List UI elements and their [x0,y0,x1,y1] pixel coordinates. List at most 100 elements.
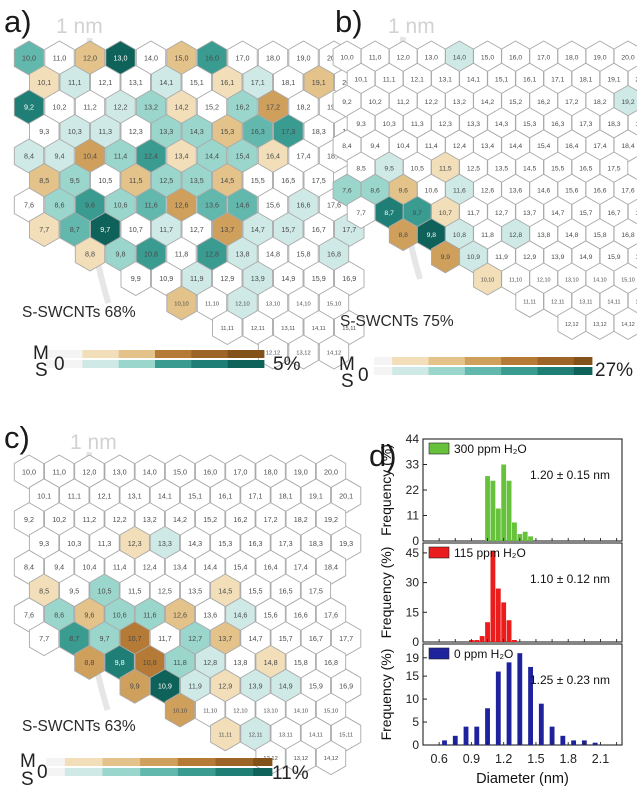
histogram-bar [522,531,528,541]
chirality-cell-label: 10,8 [144,250,158,259]
chirality-cell-label: 17,7 [342,225,356,234]
chirality-cell-label: 17,6 [327,201,341,210]
panel-a-legend-min: 0 [54,354,65,375]
chirality-cell-label: 11,6 [453,188,466,195]
chirality-cell-label: 17,4 [297,152,311,161]
legend-m-step [159,758,179,766]
chirality-cell-label: 16,7 [312,225,326,234]
chirality-cell-label: 13,1 [128,491,142,500]
legend-s-step [118,360,156,368]
chirality-cell-label: 15,7 [279,634,293,643]
legend-m-step [483,357,502,365]
chirality-cell-label: 8,8 [398,232,408,239]
legend-m-step [102,758,122,766]
chirality-cell-label: 15,8 [294,658,308,667]
histogram-bar [506,620,512,642]
chirality-cell-label: 14,7 [249,634,263,643]
chirality-cell-label: 15,4 [537,143,550,150]
chirality-cell-label: 9,6 [85,201,95,210]
chirality-cell-label: 10,7 [128,634,142,643]
panel-a-legend-m-label: M [33,343,49,364]
chirality-cell-14-12 [315,740,347,776]
histogram-bar [501,464,507,541]
chirality-cell-label: 13,10 [263,709,277,715]
chirality-cell-label: 14,0 [144,54,158,63]
chirality-cell-label: 12,2 [425,99,438,106]
chirality-cell-label: 13,11 [579,300,592,306]
legend-m-step [215,758,235,766]
y-tick-label: 15 [406,669,420,683]
chirality-cell-label: 13,8 [233,658,247,667]
y-tick-label: 5 [412,715,419,729]
histogram-bar [517,653,523,745]
chirality-cell-label: 9,6 [398,188,408,195]
chirality-cell-label: 15,1 [188,491,202,500]
chirality-cell-label: 16,3 [249,539,263,548]
chirality-cell-label: 10,3 [67,539,81,548]
chirality-cell-label: 15,4 [236,152,250,161]
chirality-cell-label: 13,3 [467,121,480,128]
chirality-cell-label: 9,8 [116,250,126,259]
chirality-cell-label: 10,6 [425,188,438,195]
chirality-cell-label: 17,3 [579,121,592,128]
chirality-cell-label: 14,10 [294,709,308,715]
histogram-bar [490,480,496,541]
histogram-bar [512,522,517,541]
chirality-cell-label: 13,0 [113,468,127,477]
chirality-cell-label: 14,12 [621,322,635,328]
chirality-cell-label: 13,2 [143,515,157,524]
chirality-cell-label: 8,7 [69,634,79,643]
chirality-cell-label: 12,8 [205,250,219,259]
histogram-bar [571,740,577,745]
chirality-cell-label: 16,1 [220,78,234,87]
chirality-cell-label: 15,7 [281,225,295,234]
chirality-cell-label: 14,3 [495,121,508,128]
chirality-cell-13-12 [288,334,319,370]
chirality-cell-label: 15,3 [220,127,234,136]
y-tick-label: 0 [412,738,419,752]
panel-a-scale-label: 1 nm [56,15,103,38]
chirality-cell-label: 18,0 [565,54,578,61]
chirality-cell-label: 14,2 [175,103,189,112]
chirality-cell-label: 19,1 [607,77,620,84]
x-tick-label: 2.1 [592,752,609,766]
legend-s-step [64,768,85,776]
chirality-cell-label: 11,8 [173,658,186,667]
legend-s-step [46,360,83,368]
chirality-cell-label: 17,0 [236,54,250,63]
chirality-cell-label: 15,10 [621,277,635,283]
chirality-cell-label: 15,6 [266,201,280,210]
chirality-cell-label: 12,4 [144,152,158,161]
legend-m-step [177,758,198,766]
chirality-cell-label: 16,0 [509,54,522,61]
chirality-cell-label: 14,5 [218,587,232,596]
chirality-cell-label: 17,2 [266,103,280,112]
chirality-cell-label: 17,6 [324,610,338,619]
chirality-cell-label: 15,1 [495,77,508,84]
chirality-cell-label: 11,9 [495,254,508,261]
panel-b-legend-s-label: S [341,371,354,392]
mean-annotation: 1.25 ± 0.23 nm [530,673,610,687]
legend-s-step [177,768,198,776]
y-tick-label: 11 [407,509,420,523]
chirality-cell-label: 12,8 [509,232,522,239]
legend-label: 115 ppm H₂O [454,546,526,560]
chirality-cell-label: 15,0 [481,54,494,61]
legend-m-step [46,758,66,766]
chirality-cell-label: 15,5 [249,587,263,596]
chirality-cell-label: 12,4 [453,143,466,150]
panel-b-legend-min: 0 [358,365,369,386]
legend-s-step [410,367,429,375]
legend-m-step [196,758,216,766]
chirality-cell-label: 14,3 [190,127,204,136]
chirality-cell-label: 7,6 [24,610,34,619]
chirality-cell-label: 13,5 [495,165,508,172]
legend-s-step [159,768,179,776]
chirality-cell-label: 17,3 [279,539,293,548]
chirality-cell-label: 12,7 [190,225,204,234]
chirality-cell-label: 16,5 [279,587,293,596]
chirality-cell-label: 16,9 [339,682,353,691]
chirality-cell-label: 12,12 [565,322,579,328]
chirality-cell-label: 16,2 [236,103,250,112]
